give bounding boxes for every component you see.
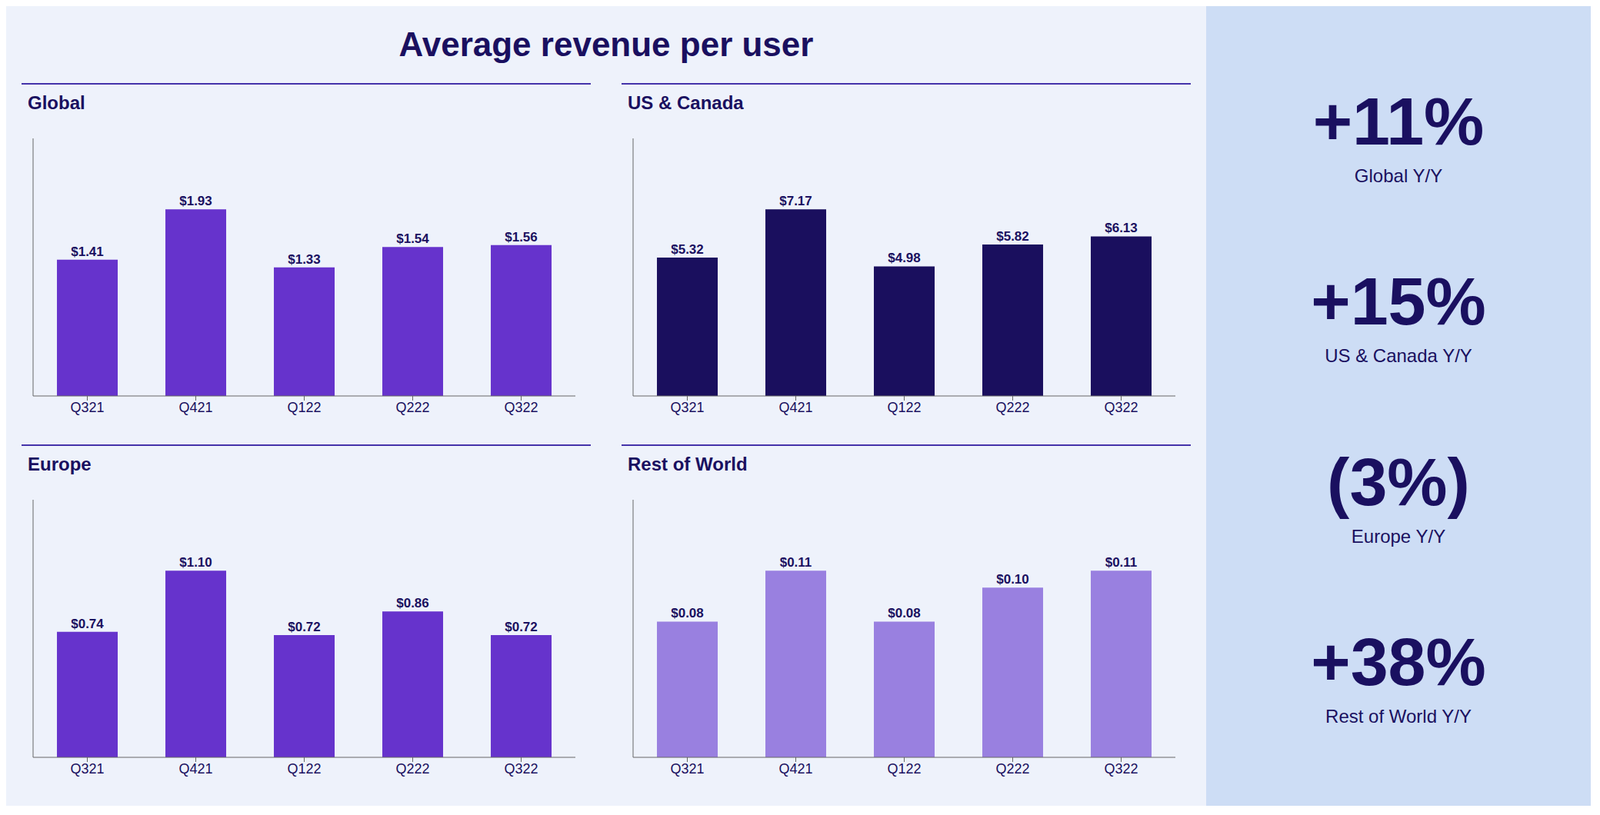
html-text:Global: Global [27, 92, 86, 114]
svg-text:Q321: Q321 [670, 761, 704, 777]
html-text:+15%: +15% [1310, 263, 1486, 340]
html-text:+11%: +11% [1312, 82, 1485, 160]
svg-text:Q122: Q122 [886, 400, 921, 416]
svg-text:Q321: Q321 [70, 400, 104, 416]
svg-text:$1.33: $1.33 [287, 252, 321, 267]
svg-text:$0.72: $0.72 [504, 620, 538, 635]
html-text:US & Canada Y/Y: US & Canada Y/Y [1324, 345, 1473, 367]
svg-text:Q421: Q421 [778, 400, 813, 416]
svg-text:$6.13: $6.13 [1104, 220, 1138, 236]
svg-text:Q222: Q222 [995, 761, 1030, 777]
html-text:+38%: +38% [1310, 624, 1486, 701]
svg-text:$0.10: $0.10 [996, 572, 1030, 587]
svg-text:Q122: Q122 [886, 761, 921, 777]
html-text:(3%): (3%) [1327, 443, 1470, 520]
html-text:Rest of World: Rest of World [627, 453, 748, 475]
svg-text:Q421: Q421 [178, 761, 213, 777]
svg-text:$4.98: $4.98 [887, 250, 921, 266]
html-text:Global Y/Y: Global Y/Y [1354, 165, 1443, 186]
svg-text:$5.32: $5.32 [670, 242, 704, 257]
svg-text:Q122: Q122 [286, 761, 321, 777]
svg-text:$1.56: $1.56 [504, 230, 538, 245]
svg-text:Q321: Q321 [70, 761, 104, 777]
svg-text:$5.82: $5.82 [996, 229, 1030, 244]
svg-text:Q322: Q322 [1103, 400, 1138, 416]
svg-text:Q222: Q222 [395, 761, 430, 777]
svg-text:$0.86: $0.86 [396, 596, 430, 611]
svg-text:$1.54: $1.54 [396, 231, 430, 247]
svg-text:Q322: Q322 [1103, 761, 1138, 777]
html-text:Europe Y/Y: Europe Y/Y [1351, 525, 1446, 547]
svg-text:$0.72: $0.72 [287, 620, 321, 635]
html-text:US & Canada: US & Canada [627, 92, 744, 114]
html-text:Europe: Europe [27, 453, 92, 475]
svg-text:$0.11: $0.11 [1105, 555, 1138, 570]
svg-text:$0.08: $0.08 [670, 606, 704, 621]
svg-text:Q321: Q321 [670, 400, 704, 416]
svg-text:$1.93: $1.93 [179, 193, 213, 209]
svg-text:Q122: Q122 [286, 400, 321, 416]
svg-text:$7.17: $7.17 [779, 193, 813, 209]
svg-text:Q322: Q322 [503, 400, 538, 416]
svg-text:Q222: Q222 [995, 400, 1030, 416]
svg-text:$1.10: $1.10 [179, 555, 213, 570]
html-text:Average revenue per user: Average revenue per user [398, 25, 814, 64]
svg-text:Q222: Q222 [395, 400, 430, 416]
svg-text:Q421: Q421 [778, 761, 813, 777]
svg-text:$0.11: $0.11 [780, 555, 813, 570]
svg-text:$0.08: $0.08 [887, 606, 921, 621]
svg-text:$0.74: $0.74 [70, 616, 104, 632]
html-text:Rest of World Y/Y: Rest of World Y/Y [1325, 706, 1472, 728]
svg-text:Q421: Q421 [178, 400, 213, 416]
svg-text:$1.41: $1.41 [70, 244, 104, 260]
svg-text:Q322: Q322 [503, 761, 538, 777]
